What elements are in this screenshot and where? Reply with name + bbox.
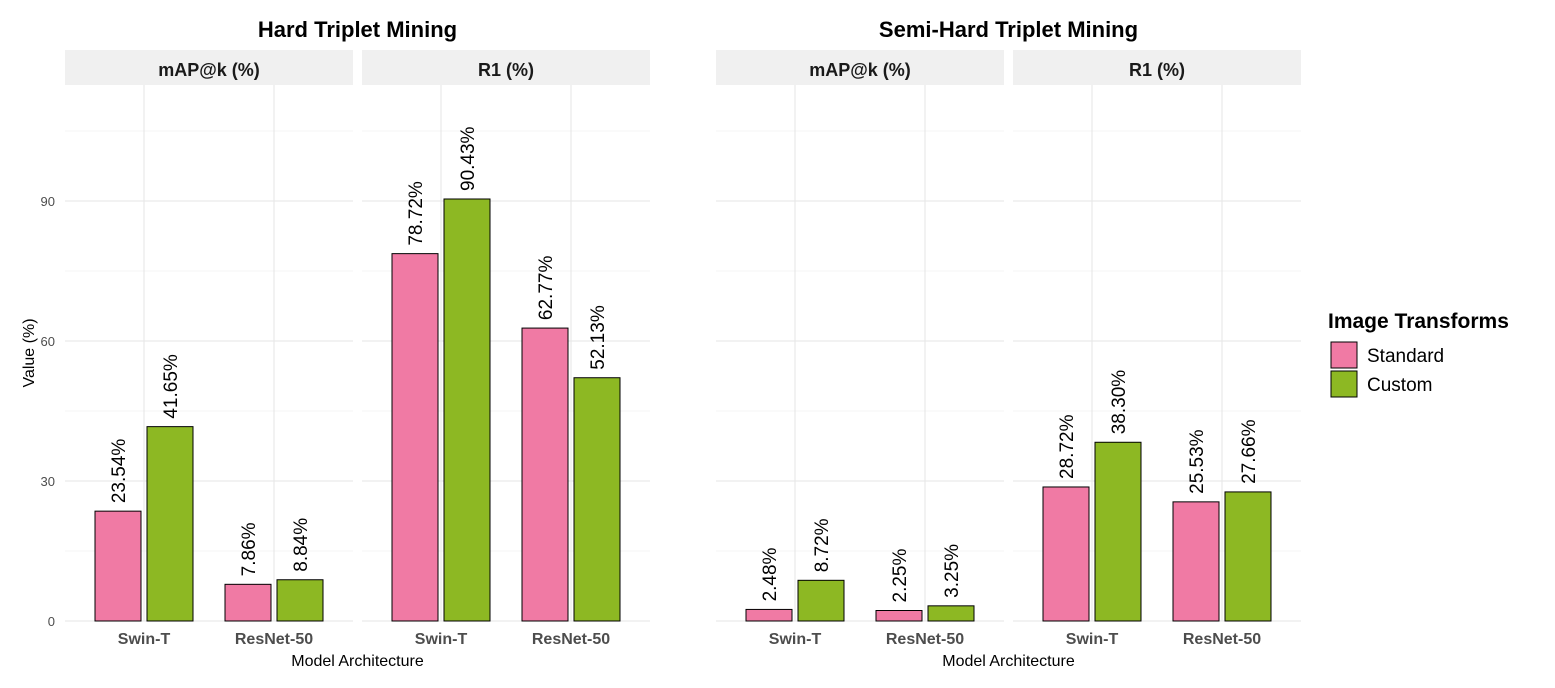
data-label: 7.86% [239,522,260,576]
legend: Image Transforms Standard Custom [1328,310,1509,398]
bar-layer [94,198,1272,622]
group-title-0: Hard Triplet Mining [258,17,457,42]
bar-custom-swin-t [146,426,194,622]
bar-standard-swin-t [1042,486,1090,622]
bar-standard-swin-t [391,253,439,622]
axis-layer: Swin-T ResNet-50 Swin-T ResNet-50 Swin-T ResN… [21,194,1261,670]
bar-custom-resnet-50 [573,377,621,622]
bar-custom-swin-t [1094,441,1142,622]
x-tick-label: Swin-T [769,631,822,648]
data-label: 8.72% [812,518,833,572]
x-tick-label: ResNet-50 [1183,631,1261,648]
y-tick-label: 30 [41,474,55,489]
data-label: 3.25% [942,544,963,598]
x-tick-label: ResNet-50 [235,631,313,648]
bar-standard-swin-t [745,608,793,622]
legend-swatch-custom [1330,370,1358,398]
facet-strip-label: mAP@k (%) [809,60,911,80]
data-label: 27.66% [1239,419,1260,484]
y-tick-label: 0 [48,614,55,629]
data-label: 62.77% [536,256,557,321]
legend-label-custom: Custom [1367,375,1432,396]
facet-strip [65,50,353,85]
y-tick-label: 90 [41,194,55,209]
bar-standard-resnet-50 [224,583,272,622]
x-tick-label: Swin-T [118,631,171,648]
data-label: 23.54% [109,439,130,504]
data-label: 38.30% [1109,370,1130,435]
facet-strip-label: R1 (%) [478,60,534,80]
bar-standard-resnet-50 [875,610,923,622]
bar-custom-resnet-50 [927,605,975,622]
x-axis-label: Model Architecture [291,653,424,670]
data-label: 8.84% [291,518,312,572]
legend-swatch-standard [1330,341,1358,369]
data-label: 41.65% [161,354,182,419]
data-label: 90.43% [458,126,479,191]
bar-standard-swin-t [94,510,142,622]
x-axis-label: Model Architecture [942,653,1075,670]
facet-strip [362,50,650,85]
facet-strip [1013,50,1301,85]
legend-title: Image Transforms [1328,310,1509,333]
bar-standard-resnet-50 [521,327,569,622]
bar-custom-resnet-50 [1224,491,1272,622]
bar-custom-resnet-50 [276,579,324,622]
data-label: 2.48% [760,547,781,601]
facet-strip-label: R1 (%) [1129,60,1185,80]
facet-strip-label: mAP@k (%) [158,60,260,80]
y-tick-label: 60 [41,334,55,349]
x-tick-label: ResNet-50 [532,631,610,648]
bar-custom-swin-t [797,579,845,622]
data-label: 28.72% [1057,414,1078,479]
y-axis-label: Value (%) [21,318,38,387]
x-tick-label: Swin-T [415,631,468,648]
data-label: 25.53% [1187,429,1208,494]
bar-standard-resnet-50 [1172,501,1220,622]
legend-label-standard: Standard [1367,346,1444,367]
group-title-1: Semi-Hard Triplet Mining [879,17,1138,42]
data-label-layer: 23.54% 41.65% 7.86% 8.84% 78.72% 90.43% 62.77%… [109,126,1260,602]
data-label: 78.72% [406,181,427,246]
x-tick-label: Swin-T [1066,631,1119,648]
x-tick-label: ResNet-50 [886,631,964,648]
data-label: 52.13% [588,305,609,370]
bar-custom-swin-t [443,198,491,622]
facet-strip [716,50,1004,85]
data-label: 2.25% [890,549,911,603]
strip-layer: Hard Triplet Mining Semi-Hard Triplet Min… [65,17,1301,85]
